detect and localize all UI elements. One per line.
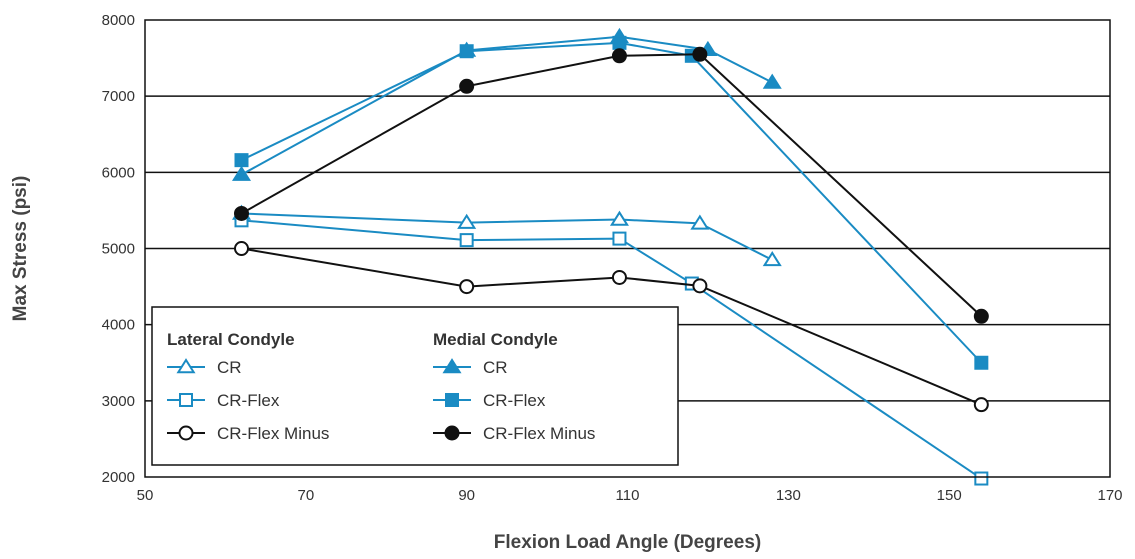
x-tick-label: 70 [297,487,314,504]
series-layer [231,27,989,486]
legend-item: CR-Flex Minus [167,424,329,443]
data-point [231,165,252,181]
data-point [762,251,782,267]
legend-label: CR-Flex Minus [217,424,329,443]
series-lateral-cr-flex-minus [234,241,989,413]
x-tick-label: 130 [776,487,801,504]
data-point [973,397,989,413]
legend-label: CR-Flex [217,391,280,410]
y-tick-label: 2000 [102,469,135,486]
y-tick-label: 5000 [102,241,135,258]
data-point [457,213,477,229]
legend-header-lateral: Lateral Condyle [167,330,295,349]
legend-items: CR CR-Flex CR-Flex Minus CR CR-Flex CR-Flex M… [167,358,595,443]
tick-labels: 2000 3000 4000 5000 6000 7000 8000 50 70 90 110 130… [102,12,1123,504]
legend-item: CR-Flex Minus [433,424,595,443]
legend-marker [176,358,196,374]
legend-marker [444,425,460,441]
x-axis-title: Flexion Load Angle (Degrees) [494,532,761,553]
legend-label: CR-Flex Minus [483,424,595,443]
data-point [611,48,627,64]
series-lateral-cr [231,204,782,267]
data-point [611,269,627,285]
data-point [234,205,249,221]
data-point [234,241,249,256]
x-tick-label: 170 [1097,487,1122,504]
data-point [459,233,474,248]
data-point [609,210,629,226]
data-point [974,471,989,486]
data-point [690,214,710,230]
series-medial-cr-flex [234,35,989,370]
legend-marker [442,358,462,374]
legend-item: CR [433,358,508,377]
data-point [612,35,627,50]
legend-item: CR-Flex [167,391,280,410]
data-point [459,279,475,295]
x-tick-label: 110 [616,487,640,504]
data-point [234,153,249,168]
legend-label: CR [483,358,508,377]
legend-header-medial: Medial Condyle [433,330,558,349]
data-point [692,278,708,294]
plot-frame [144,19,1111,478]
y-axis-title: Max Stress (psi) [10,176,31,322]
legend-label: CR-Flex [483,391,546,410]
data-point [762,73,782,89]
legend-label: CR [217,358,242,377]
legend-item: CR-Flex [433,391,546,410]
data-point [974,355,989,370]
legend-marker [445,393,459,407]
y-tick-label: 3000 [102,393,135,410]
data-point [973,308,989,324]
legend-box [151,306,679,466]
series-line [241,212,773,261]
y-tick-label: 7000 [102,88,135,105]
data-point [692,46,708,62]
legend-marker [178,425,194,441]
y-tick-label: 8000 [102,12,135,29]
data-point [459,44,474,59]
legend-item: CR [167,358,242,377]
series-medial-cr-flex-minus [234,46,989,324]
x-tick-label: 50 [137,487,154,504]
data-point [459,78,475,94]
legend: Lateral Condyle Medial Condyle CR CR-Flex… [151,306,679,466]
x-tick-label: 90 [458,487,475,504]
data-point [612,231,627,246]
legend-marker [179,393,193,407]
y-tick-label: 6000 [102,164,135,181]
y-tick-label: 4000 [102,317,135,334]
x-tick-label: 150 [937,487,962,504]
